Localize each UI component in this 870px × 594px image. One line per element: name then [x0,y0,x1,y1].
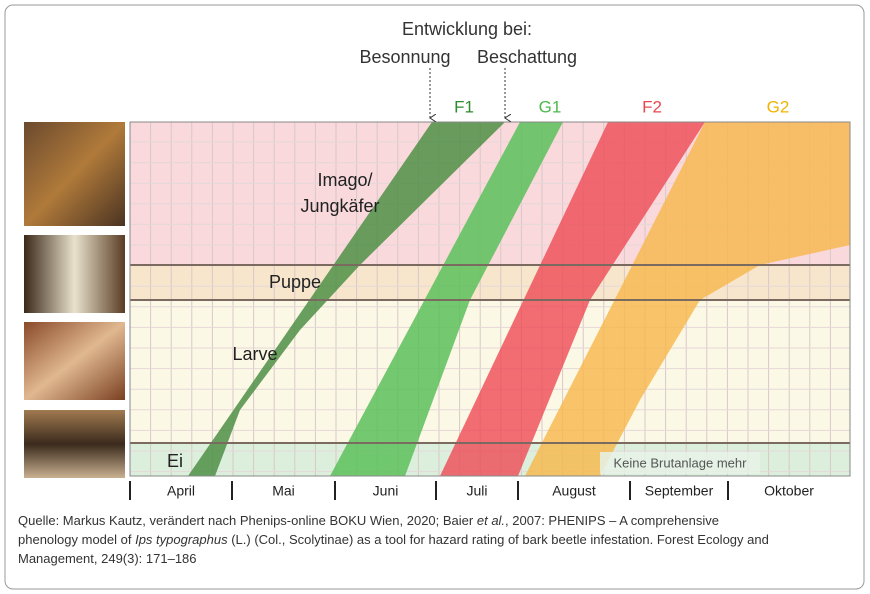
gen-label: G1 [539,97,562,116]
stage-label: Puppe [269,272,321,292]
month-label: Juni [373,483,399,499]
stage-label: Ei [167,451,183,471]
month-axis: April Mai Juni Juli August September Oktober [130,481,814,500]
stage-label: Imago/ [317,170,372,190]
caption-text: Management, 249(3): 171–186 [18,551,197,566]
photo-pupa [24,235,125,313]
month-label: Juli [466,483,487,499]
gen-label: F2 [642,97,662,116]
caption-line: phenology model of Ips typographus (L.) … [18,531,769,549]
stage-label: Jungkäfer [300,196,379,216]
caption-text: , 2007: PHENIPS – A comprehensive [505,513,719,528]
caption-text: et al. [477,513,505,528]
gen-label: G2 [767,97,790,116]
header-left: Besonnung [359,47,450,67]
month-label: September [645,483,714,499]
page: Entwicklung bei: Besonnung Beschattung F… [0,0,870,594]
note: Keine Brutanlage mehr [614,455,748,470]
month-label: Oktober [764,483,814,499]
caption-text: Quelle: Markus Kautz, verändert nach Phe… [18,513,477,528]
month-label: Mai [272,483,295,499]
caption-text: Ips typographus [135,532,228,547]
caption-line: Management, 249(3): 171–186 [18,550,197,568]
header-right: Beschattung [477,47,577,67]
month-label: April [167,483,195,499]
figure: Entwicklung bei: Besonnung Beschattung F… [0,0,870,594]
photo-larva [24,322,125,400]
header-title: Entwicklung bei: [402,19,532,39]
caption-text: (L.) (Col., Scolytinae) as a tool for ha… [228,532,769,547]
caption-line: Quelle: Markus Kautz, verändert nach Phe… [18,512,719,530]
gen-label: F1 [454,97,474,116]
month-label: August [552,483,596,499]
photo-imago [24,122,125,226]
caption-text: phenology model of [18,532,135,547]
photo-egg [24,410,125,478]
stage-label: Larve [232,344,277,364]
